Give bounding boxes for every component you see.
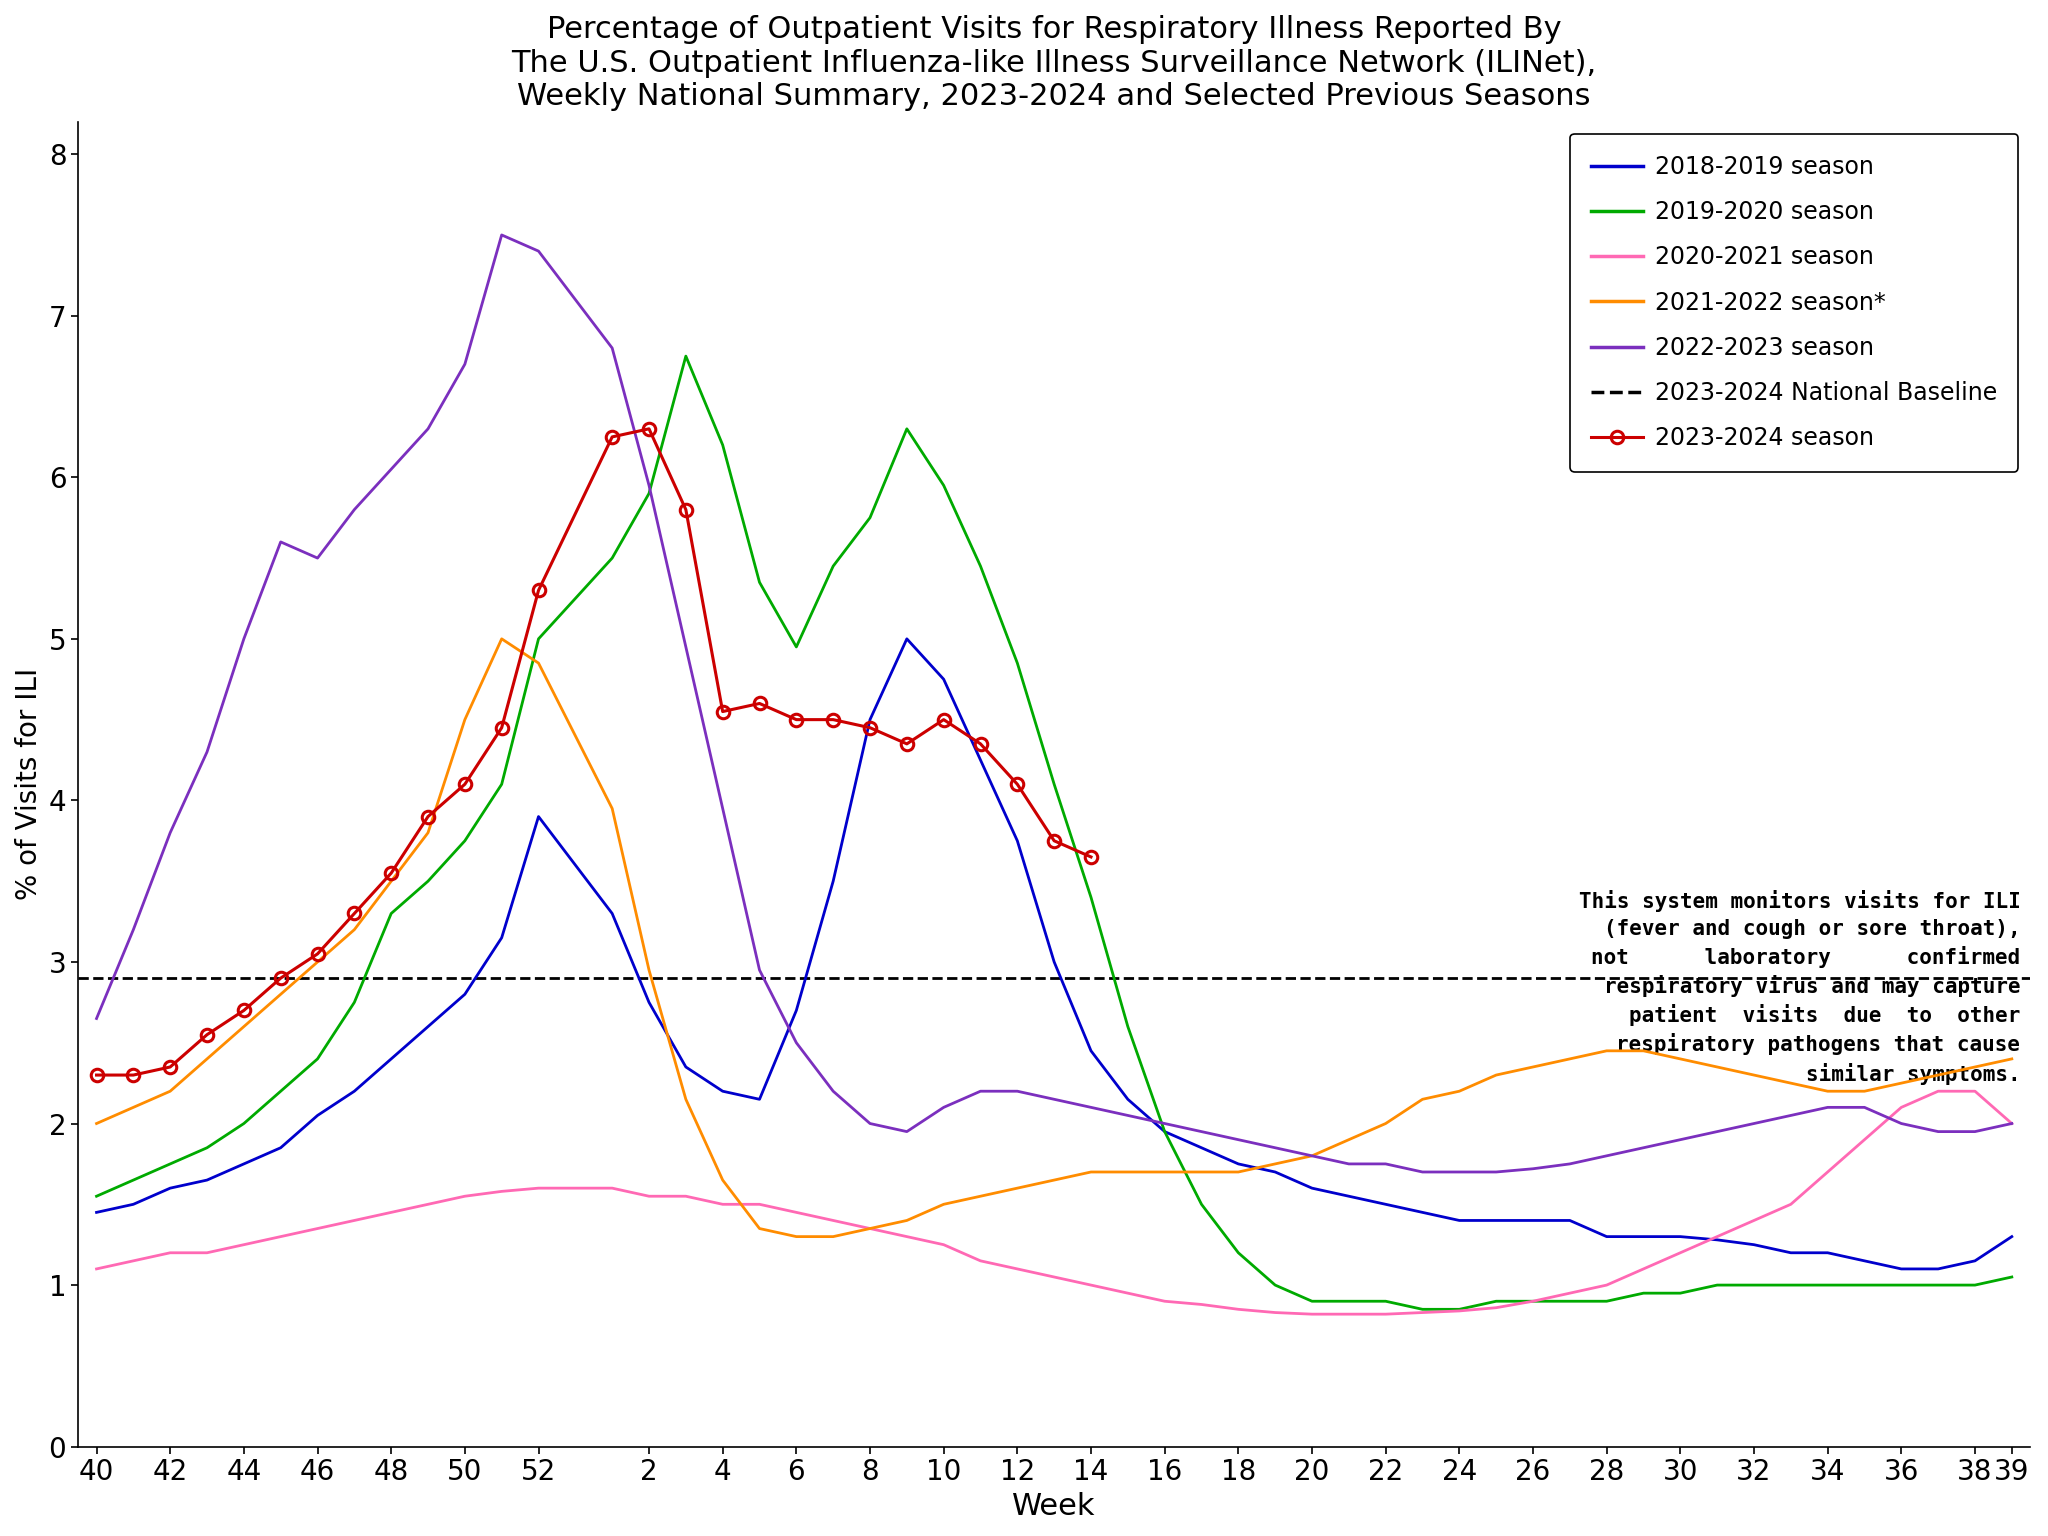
Title: Percentage of Outpatient Visits for Respiratory Illness Reported By
The U.S. Out: Percentage of Outpatient Visits for Resp… [512, 15, 1597, 111]
Y-axis label: % of Visits for ILI: % of Visits for ILI [14, 668, 43, 900]
Text: This system monitors visits for ILI
(fever and cough or sore throat),
not      l: This system monitors visits for ILI (fev… [1579, 891, 2021, 1084]
X-axis label: Week: Week [1012, 1491, 1096, 1521]
Legend: 2018-2019 season, 2019-2020 season, 2020-2021 season, 2021-2022 season*, 2022-20: 2018-2019 season, 2019-2020 season, 2020… [1571, 134, 2019, 472]
